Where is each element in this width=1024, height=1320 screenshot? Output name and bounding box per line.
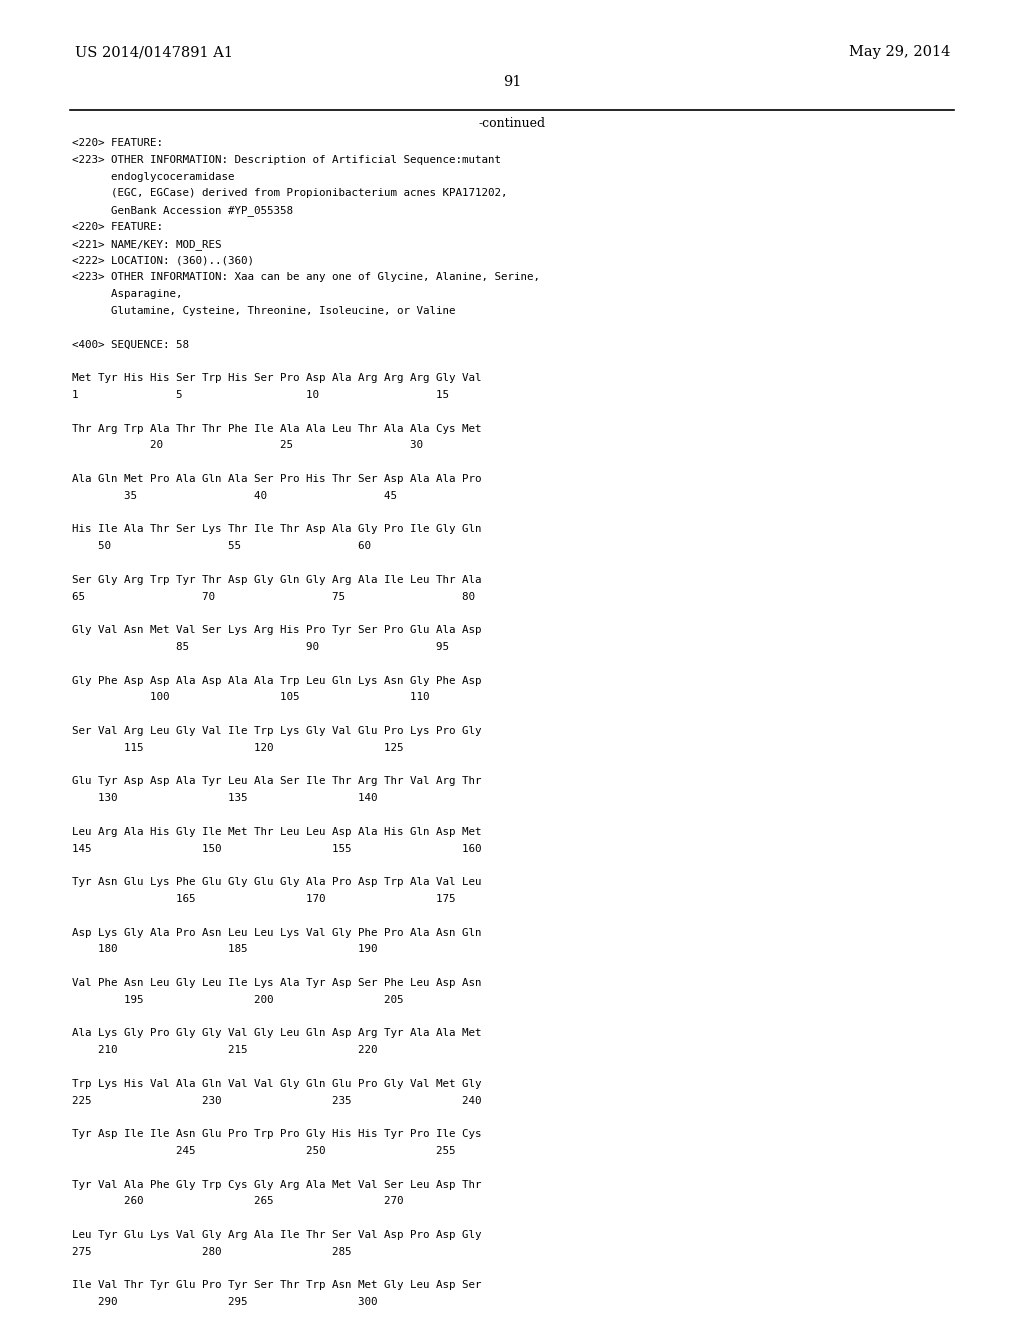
Text: 115                 120                 125: 115 120 125 bbox=[72, 743, 403, 752]
Text: 130                 135                 140: 130 135 140 bbox=[72, 793, 378, 803]
Text: 290                 295                 300: 290 295 300 bbox=[72, 1298, 378, 1307]
Text: Leu Arg Ala His Gly Ile Met Thr Leu Leu Asp Ala His Gln Asp Met: Leu Arg Ala His Gly Ile Met Thr Leu Leu … bbox=[72, 826, 481, 837]
Text: -continued: -continued bbox=[478, 117, 546, 129]
Text: Tyr Val Ala Phe Gly Trp Cys Gly Arg Ala Met Val Ser Leu Asp Thr: Tyr Val Ala Phe Gly Trp Cys Gly Arg Ala … bbox=[72, 1180, 481, 1189]
Text: Trp Lys His Val Ala Gln Val Val Gly Gln Glu Pro Gly Val Met Gly: Trp Lys His Val Ala Gln Val Val Gly Gln … bbox=[72, 1078, 481, 1089]
Text: Thr Arg Trp Ala Thr Thr Phe Ile Ala Ala Leu Thr Ala Ala Cys Met: Thr Arg Trp Ala Thr Thr Phe Ile Ala Ala … bbox=[72, 424, 481, 433]
Text: Gly Val Asn Met Val Ser Lys Arg His Pro Tyr Ser Pro Glu Ala Asp: Gly Val Asn Met Val Ser Lys Arg His Pro … bbox=[72, 626, 481, 635]
Text: <223> OTHER INFORMATION: Description of Artificial Sequence:mutant: <223> OTHER INFORMATION: Description of … bbox=[72, 154, 501, 165]
Text: 91: 91 bbox=[503, 75, 521, 88]
Text: Tyr Asp Ile Ile Asn Glu Pro Trp Pro Gly His His Tyr Pro Ile Cys: Tyr Asp Ile Ile Asn Glu Pro Trp Pro Gly … bbox=[72, 1129, 481, 1139]
Text: 85                  90                  95: 85 90 95 bbox=[72, 642, 449, 652]
Text: GenBank Accession #YP_055358: GenBank Accession #YP_055358 bbox=[72, 205, 293, 216]
Text: 210                 215                 220: 210 215 220 bbox=[72, 1045, 378, 1055]
Text: 100                 105                 110: 100 105 110 bbox=[72, 693, 429, 702]
Text: Val Phe Asn Leu Gly Leu Ile Lys Ala Tyr Asp Ser Phe Leu Asp Asn: Val Phe Asn Leu Gly Leu Ile Lys Ala Tyr … bbox=[72, 978, 481, 987]
Text: Glu Tyr Asp Asp Ala Tyr Leu Ala Ser Ile Thr Arg Thr Val Arg Thr: Glu Tyr Asp Asp Ala Tyr Leu Ala Ser Ile … bbox=[72, 776, 481, 787]
Text: Ser Val Arg Leu Gly Val Ile Trp Lys Gly Val Glu Pro Lys Pro Gly: Ser Val Arg Leu Gly Val Ile Trp Lys Gly … bbox=[72, 726, 481, 737]
Text: Ser Gly Arg Trp Tyr Thr Asp Gly Gln Gly Arg Ala Ile Leu Thr Ala: Ser Gly Arg Trp Tyr Thr Asp Gly Gln Gly … bbox=[72, 574, 481, 585]
Text: 275                 280                 285: 275 280 285 bbox=[72, 1247, 351, 1257]
Text: Gly Phe Asp Asp Ala Asp Ala Ala Trp Leu Gln Lys Asn Gly Phe Asp: Gly Phe Asp Asp Ala Asp Ala Ala Trp Leu … bbox=[72, 676, 481, 685]
Text: <400> SEQUENCE: 58: <400> SEQUENCE: 58 bbox=[72, 339, 189, 350]
Text: 225                 230                 235                 240: 225 230 235 240 bbox=[72, 1096, 481, 1106]
Text: 245                 250                 255: 245 250 255 bbox=[72, 1146, 456, 1156]
Text: Leu Tyr Glu Lys Val Gly Arg Ala Ile Thr Ser Val Asp Pro Asp Gly: Leu Tyr Glu Lys Val Gly Arg Ala Ile Thr … bbox=[72, 1230, 481, 1239]
Text: Glutamine, Cysteine, Threonine, Isoleucine, or Valine: Glutamine, Cysteine, Threonine, Isoleuci… bbox=[72, 306, 456, 315]
Text: 65                  70                  75                  80: 65 70 75 80 bbox=[72, 591, 475, 602]
Text: <220> FEATURE:: <220> FEATURE: bbox=[72, 222, 163, 232]
Text: 20                  25                  30: 20 25 30 bbox=[72, 441, 423, 450]
Text: Ala Lys Gly Pro Gly Gly Val Gly Leu Gln Asp Arg Tyr Ala Ala Met: Ala Lys Gly Pro Gly Gly Val Gly Leu Gln … bbox=[72, 1028, 481, 1039]
Text: Asp Lys Gly Ala Pro Asn Leu Leu Lys Val Gly Phe Pro Ala Asn Gln: Asp Lys Gly Ala Pro Asn Leu Leu Lys Val … bbox=[72, 928, 481, 937]
Text: Met Tyr His His Ser Trp His Ser Pro Asp Ala Arg Arg Arg Gly Val: Met Tyr His His Ser Trp His Ser Pro Asp … bbox=[72, 374, 481, 383]
Text: <222> LOCATION: (360)..(360): <222> LOCATION: (360)..(360) bbox=[72, 256, 254, 265]
Text: Asparagine,: Asparagine, bbox=[72, 289, 182, 300]
Text: 165                 170                 175: 165 170 175 bbox=[72, 894, 456, 904]
Text: 35                  40                  45: 35 40 45 bbox=[72, 491, 397, 500]
Text: endoglycoceramidase: endoglycoceramidase bbox=[72, 172, 234, 182]
Text: <220> FEATURE:: <220> FEATURE: bbox=[72, 139, 163, 148]
Text: Ile Val Thr Tyr Glu Pro Tyr Ser Thr Trp Asn Met Gly Leu Asp Ser: Ile Val Thr Tyr Glu Pro Tyr Ser Thr Trp … bbox=[72, 1280, 481, 1291]
Text: Tyr Asn Glu Lys Phe Glu Gly Glu Gly Ala Pro Asp Trp Ala Val Leu: Tyr Asn Glu Lys Phe Glu Gly Glu Gly Ala … bbox=[72, 878, 481, 887]
Text: Ala Gln Met Pro Ala Gln Ala Ser Pro His Thr Ser Asp Ala Ala Pro: Ala Gln Met Pro Ala Gln Ala Ser Pro His … bbox=[72, 474, 481, 484]
Text: US 2014/0147891 A1: US 2014/0147891 A1 bbox=[75, 45, 233, 59]
Text: <221> NAME/KEY: MOD_RES: <221> NAME/KEY: MOD_RES bbox=[72, 239, 221, 249]
Text: 180                 185                 190: 180 185 190 bbox=[72, 944, 378, 954]
Text: 195                 200                 205: 195 200 205 bbox=[72, 995, 403, 1005]
Text: 145                 150                 155                 160: 145 150 155 160 bbox=[72, 843, 481, 854]
Text: 1               5                   10                  15: 1 5 10 15 bbox=[72, 389, 449, 400]
Text: <223> OTHER INFORMATION: Xaa can be any one of Glycine, Alanine, Serine,: <223> OTHER INFORMATION: Xaa can be any … bbox=[72, 272, 540, 282]
Text: 260                 265                 270: 260 265 270 bbox=[72, 1196, 403, 1206]
Text: 50                  55                  60: 50 55 60 bbox=[72, 541, 371, 552]
Text: His Ile Ala Thr Ser Lys Thr Ile Thr Asp Ala Gly Pro Ile Gly Gln: His Ile Ala Thr Ser Lys Thr Ile Thr Asp … bbox=[72, 524, 481, 535]
Text: (EGC, EGCase) derived from Propionibacterium acnes KPA171202,: (EGC, EGCase) derived from Propionibacte… bbox=[72, 189, 508, 198]
Text: May 29, 2014: May 29, 2014 bbox=[849, 45, 950, 59]
